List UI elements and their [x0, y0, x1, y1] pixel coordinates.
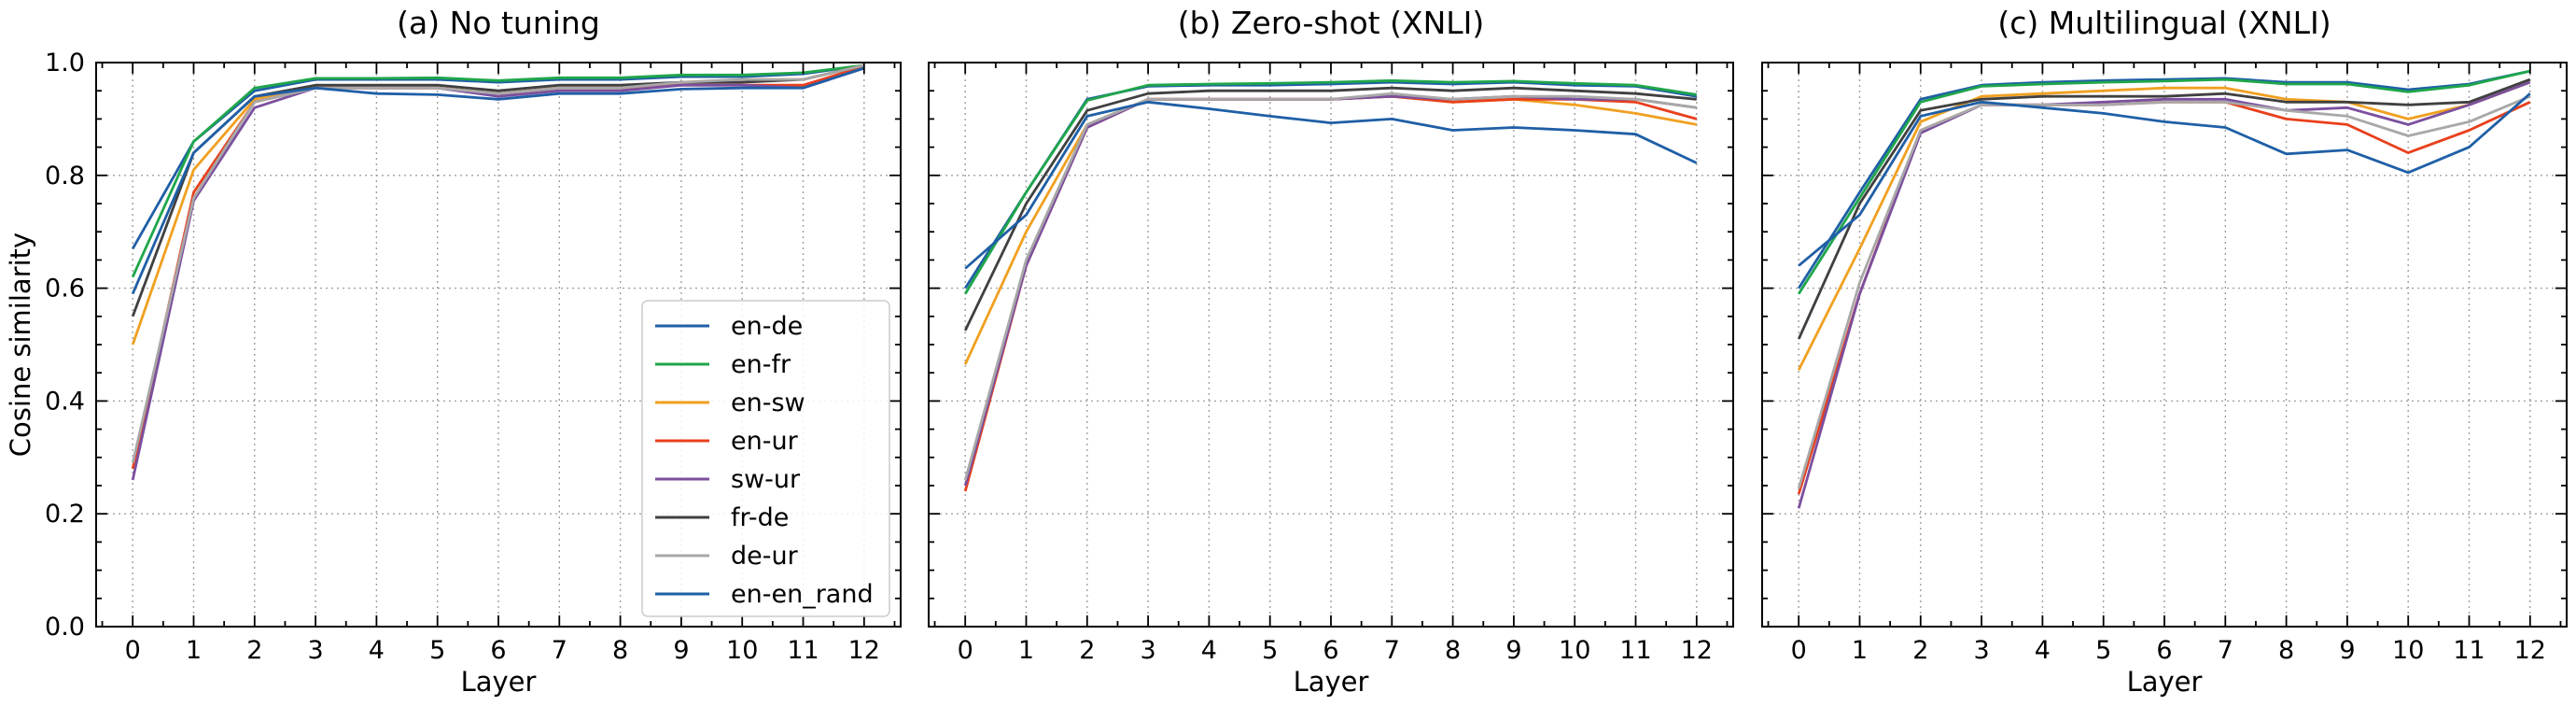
x-tick-label: 1: [186, 636, 202, 665]
legend-label: en-en_rand: [731, 580, 874, 609]
series-line-en-en_rand: [131, 66, 865, 295]
legend-item: fr-de: [655, 503, 789, 532]
series-line-fr-de: [1797, 78, 2531, 340]
x-tick-label: 8: [2278, 636, 2294, 665]
x-tick-label: 2: [1079, 636, 1095, 665]
x-tick-label: 0: [958, 636, 973, 665]
legend-label: en-fr: [731, 350, 791, 379]
legend-label: en-de: [731, 312, 803, 341]
series-line-de-ur: [963, 92, 1697, 481]
legend-box: [641, 300, 890, 617]
legend-item: en-en_rand: [655, 580, 874, 609]
x-tick-label: 5: [2095, 636, 2111, 665]
plot-area: 0 1 2 3 4 5 6 7 8 9 10 11 12: [1761, 62, 2568, 665]
x-axis-label: Layer: [461, 666, 537, 698]
series-line-fr-de: [963, 86, 1697, 332]
x-tick-label: 1: [1018, 636, 1034, 665]
series-line-en-en_rand: [1798, 92, 2531, 267]
x-tick-label: 0: [1791, 636, 1807, 665]
y-tick-label: 0.4: [45, 387, 85, 416]
y-axis-label: Cosine similarity: [5, 233, 36, 457]
y-tick-label: 0.0: [45, 613, 85, 642]
x-tick-label: 9: [1505, 636, 1521, 665]
x-tick-label: 3: [1140, 636, 1155, 665]
x-tick-label: 4: [1201, 636, 1217, 665]
x-axis-label: Layer: [2127, 666, 2203, 698]
series-line-de-ur: [1797, 94, 2531, 489]
series-line-en-en_rand: [964, 100, 1698, 270]
x-tick-label: 12: [2514, 636, 2546, 665]
x-tick-label: 8: [1445, 636, 1461, 665]
x-axis-label: Layer: [1294, 666, 1369, 698]
y-tick-label: 1.0: [45, 49, 85, 78]
x-tick-label: 3: [307, 636, 323, 665]
legend-item: sw-ur: [655, 465, 801, 494]
x-tick-label: 5: [1262, 636, 1278, 665]
x-tick-label: 7: [1384, 636, 1400, 665]
x-tick-label: 5: [429, 636, 445, 665]
x-tick-label: 4: [369, 636, 385, 665]
legend-label: sw-ur: [731, 465, 801, 494]
panel-title: (a) No tuning: [397, 5, 600, 41]
x-tick-label: 10: [2392, 636, 2424, 665]
y-tick-label: 0.8: [45, 162, 85, 191]
panel-zero-shot: (b) Zero-shot (XNLI) Layer 0 1 2 3 4 5 6 7 8 9 10 1…: [928, 5, 1734, 698]
series-line-sw-ur: [131, 66, 865, 481]
legend-item: en-ur: [655, 427, 799, 456]
legend-label: de-ur: [731, 542, 799, 571]
series-line-en-fr: [1798, 69, 2531, 295]
x-tick-label: 3: [1973, 636, 1989, 665]
x-tick-label: 11: [787, 636, 819, 665]
legend-label: en-sw: [731, 388, 805, 417]
x-tick-label: 11: [2453, 636, 2485, 665]
x-tick-label: 6: [490, 636, 506, 665]
series-line-en-de: [1798, 69, 2531, 289]
x-tick-label: 6: [1323, 636, 1338, 665]
x-tick-label: 7: [552, 636, 567, 665]
legend-item: en-fr: [655, 350, 791, 379]
panel-title: (c) Multilingual (XNLI): [1997, 5, 2331, 41]
legend: en-de en-fr en-sw en-ur sw-ur fr-de de-ur en-en…: [641, 300, 890, 617]
legend-label: en-ur: [731, 427, 799, 456]
plot-area: 0 1 2 3 4 5 6 7 8 9 10 11 12: [928, 62, 1734, 665]
legend-item: en-sw: [655, 388, 805, 417]
x-tick-label: 8: [612, 636, 628, 665]
y-tick-label: 0.2: [45, 500, 85, 529]
x-tick-label: 12: [848, 636, 880, 665]
x-tick-label: 0: [125, 636, 141, 665]
x-tick-label: 9: [2339, 636, 2355, 665]
legend-label: fr-de: [731, 503, 789, 532]
series-line-en-sw: [1797, 80, 2531, 371]
series-line-de-ur: [131, 64, 865, 464]
legend-item: en-de: [655, 312, 803, 341]
x-tick-label: 7: [2218, 636, 2233, 665]
panel-title: (b) Zero-shot (XNLI): [1178, 5, 1485, 41]
x-tick-label: 9: [673, 636, 689, 665]
legend-item: de-ur: [655, 542, 799, 571]
series-line-en-fr: [963, 78, 1698, 295]
x-tick-label: 1: [1852, 636, 1868, 665]
x-tick-label: 12: [1681, 636, 1713, 665]
y-tick-label: 0.6: [45, 275, 85, 304]
series-line-en-fr: [131, 64, 864, 278]
x-tick-label: 4: [2035, 636, 2051, 665]
x-tick-label: 10: [726, 636, 758, 665]
x-tick-label: 10: [1559, 636, 1590, 665]
x-tick-label: 11: [1619, 636, 1651, 665]
x-tick-label: 6: [2156, 636, 2172, 665]
x-tick-label: 2: [246, 636, 262, 665]
x-tick-label: 2: [1912, 636, 1928, 665]
series-line-en-de: [131, 64, 864, 249]
